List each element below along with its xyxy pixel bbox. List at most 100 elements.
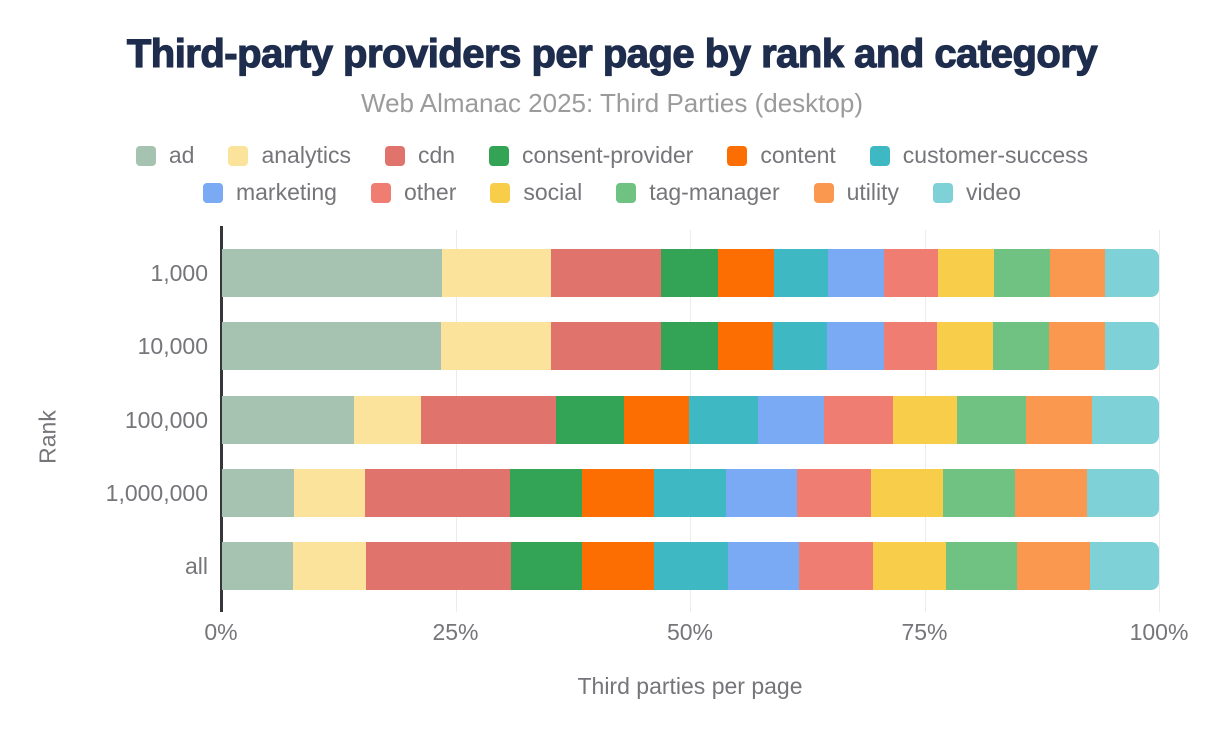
chart-legend: ad analytics cdn consent-provider content cus…: [0, 142, 1224, 206]
bar-segment-content[interactable]: [582, 542, 655, 591]
bar-segment-utility[interactable]: [1017, 542, 1090, 591]
legend-label: social: [523, 179, 583, 205]
bar-segment-analytics[interactable]: [442, 249, 551, 297]
legend-label: marketing: [235, 179, 337, 205]
bar-segment-content[interactable]: [623, 395, 689, 444]
x-tick-label: 75%: [901, 619, 948, 645]
bar-segment-social[interactable]: [936, 322, 994, 371]
bar-segment-consent-provider[interactable]: [509, 468, 582, 517]
bar-segment-tag-manager[interactable]: [994, 249, 1051, 297]
bar-segment-consent-provider[interactable]: [661, 322, 718, 371]
legend-label: cdn: [417, 142, 456, 168]
legend-item-ad[interactable]: ad: [135, 142, 194, 169]
x-tick-label: 25%: [432, 619, 479, 645]
bar-segment-social[interactable]: [871, 468, 944, 517]
legend-item-video[interactable]: video: [933, 179, 1021, 206]
bar-segment-ad[interactable]: [222, 468, 294, 517]
legend-item-analytics[interactable]: analytics: [228, 142, 351, 169]
bar-segment-content[interactable]: [717, 249, 774, 297]
legend-label: tag-manager: [649, 179, 780, 205]
legend-item-customer-success[interactable]: customer-success: [869, 142, 1088, 169]
y-tick-label: 1,000: [150, 260, 208, 286]
bar-segment-ad[interactable]: [222, 395, 355, 444]
legend-swatch-icon: [616, 182, 637, 203]
bar-segment-social[interactable]: [872, 542, 947, 591]
bar-segment-other[interactable]: [797, 468, 872, 517]
legend-item-social[interactable]: social: [490, 179, 582, 206]
bar-segment-cdn[interactable]: [364, 468, 510, 517]
legend-swatch-icon: [869, 145, 890, 166]
bar-segment-analytics[interactable]: [441, 322, 551, 371]
bar-segment-cdn[interactable]: [420, 395, 556, 444]
bar-segment-cdn[interactable]: [550, 322, 662, 371]
legend-swatch-icon: [202, 182, 223, 203]
legend-item-utility[interactable]: utility: [813, 179, 899, 206]
bar-segment-marketing[interactable]: [827, 322, 884, 371]
bar-segment-consent-provider[interactable]: [510, 542, 583, 591]
bar-segment-customer-success[interactable]: [772, 322, 828, 371]
legend-item-marketing[interactable]: marketing: [202, 179, 337, 206]
legend-label: video: [966, 179, 1022, 205]
bar-row-1000: [222, 249, 1159, 297]
bar-segment-ad[interactable]: [222, 249, 443, 297]
bar-segment-customer-success[interactable]: [773, 249, 829, 297]
legend-swatch-icon: [135, 145, 156, 166]
x-tick-label: 100%: [1129, 619, 1189, 645]
bar-segment-utility[interactable]: [1050, 249, 1105, 297]
bar-segment-content[interactable]: [717, 322, 773, 371]
y-axis-line: [220, 226, 223, 612]
bar-segment-utility[interactable]: [1025, 395, 1093, 444]
bar-segment-video[interactable]: [1104, 322, 1159, 371]
bar-segment-marketing[interactable]: [757, 395, 825, 444]
bar-segment-analytics[interactable]: [354, 395, 421, 444]
bar-segment-analytics[interactable]: [293, 468, 365, 517]
bar-segment-other[interactable]: [798, 542, 873, 591]
bar-segment-video[interactable]: [1092, 395, 1159, 444]
bar-segment-other[interactable]: [824, 395, 893, 444]
bar-segment-content[interactable]: [581, 468, 654, 517]
bar-segment-ad[interactable]: [222, 542, 294, 591]
legend-item-consent-provider[interactable]: consent-provider: [489, 142, 693, 169]
y-tick-label: 1,000,000: [105, 479, 208, 506]
bar-row-1000000: [222, 468, 1159, 517]
bar-segment-consent-provider[interactable]: [661, 249, 718, 297]
bar-segment-cdn[interactable]: [365, 542, 511, 591]
legend-item-content[interactable]: content: [727, 142, 836, 169]
page-title: Third-party providers per page by rank a…: [126, 31, 1098, 76]
legend-swatch-icon: [490, 182, 511, 203]
bar-row-10000: [222, 322, 1159, 371]
legend-swatch-icon: [228, 145, 249, 166]
bar-segment-cdn[interactable]: [550, 249, 662, 297]
bar-segment-ad[interactable]: [222, 322, 442, 371]
legend-item-cdn[interactable]: cdn: [384, 142, 456, 169]
bar-segment-tag-manager[interactable]: [946, 542, 1018, 591]
legend-swatch-icon: [933, 182, 954, 203]
bar-segment-marketing[interactable]: [727, 542, 799, 591]
bar-segment-consent-provider[interactable]: [555, 395, 624, 444]
bar-segment-other[interactable]: [884, 249, 938, 297]
bar-segment-marketing[interactable]: [828, 249, 885, 297]
legend-swatch-icon: [813, 182, 834, 203]
bar-segment-customer-success[interactable]: [654, 542, 728, 591]
bar-segment-social[interactable]: [892, 395, 958, 444]
bar-segment-customer-success[interactable]: [653, 468, 727, 517]
bar-segment-video[interactable]: [1089, 542, 1159, 591]
bar-segment-video[interactable]: [1104, 249, 1159, 297]
bar-segment-utility[interactable]: [1049, 322, 1105, 371]
bar-segment-tag-manager[interactable]: [957, 395, 1026, 444]
bar-segment-social[interactable]: [937, 249, 995, 297]
legend-label: other: [403, 179, 457, 205]
bar-segment-utility[interactable]: [1015, 468, 1087, 517]
bar-segment-customer-success[interactable]: [688, 395, 758, 444]
bar-segment-analytics[interactable]: [293, 542, 366, 591]
bar-segment-tag-manager[interactable]: [943, 468, 1016, 517]
bar-segment-marketing[interactable]: [726, 468, 798, 517]
bar-segment-other[interactable]: [883, 322, 937, 371]
bar-segment-video[interactable]: [1086, 468, 1159, 517]
bar-row-all: [222, 542, 1159, 591]
legend-item-tag-manager[interactable]: tag-manager: [616, 179, 780, 206]
bar-segment-tag-manager[interactable]: [993, 322, 1050, 371]
y-tick-label: 10,000: [137, 333, 208, 360]
legend-item-other[interactable]: other: [370, 179, 457, 206]
